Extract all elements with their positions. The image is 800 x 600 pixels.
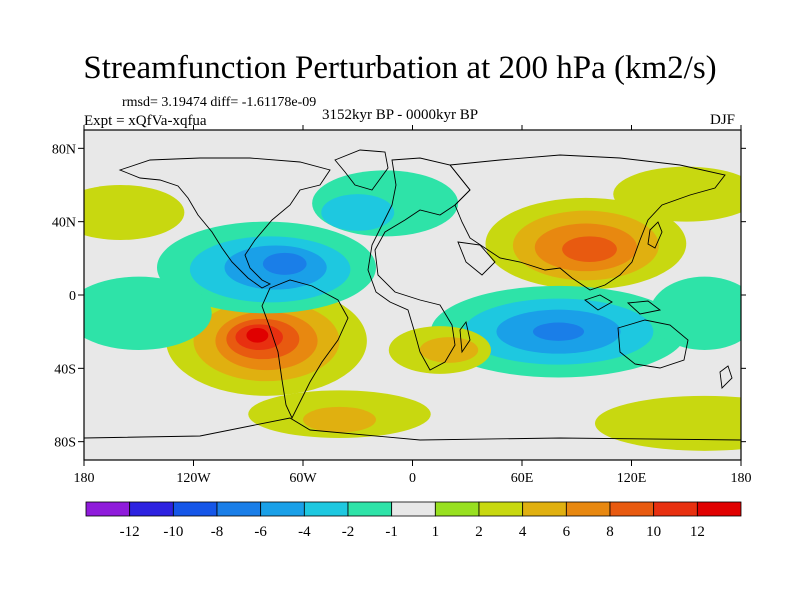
blob-io-neg bbox=[532, 322, 585, 341]
coastline-antarctica bbox=[84, 417, 741, 441]
chart-title: Streamfunction Perturbation at 200 hPa (… bbox=[83, 50, 717, 86]
colorbar-label: -8 bbox=[211, 524, 224, 540]
colorbar-label: -6 bbox=[254, 524, 267, 540]
coastline-japan bbox=[647, 221, 663, 249]
blob-npac-pos bbox=[613, 166, 741, 222]
colorbar-label: -12 bbox=[120, 524, 140, 540]
colorbar-label: -4 bbox=[298, 524, 311, 540]
coastline-greenland bbox=[334, 149, 389, 191]
blob-ca-neg bbox=[262, 252, 307, 275]
blob-wspac-neg bbox=[649, 276, 741, 350]
colorbar-label: 4 bbox=[519, 524, 527, 540]
y-tick-label: 40N bbox=[52, 216, 76, 231]
blob-natl-neg bbox=[321, 194, 395, 231]
colorbar-label: -2 bbox=[342, 524, 355, 540]
x-tick-label: 60E bbox=[511, 471, 534, 486]
coastline-indonesia bbox=[584, 294, 613, 311]
coastline-europe-africa bbox=[367, 157, 471, 371]
colorbar-box bbox=[653, 501, 698, 517]
x-tick-label: 60W bbox=[289, 471, 317, 486]
blob-spac-neg bbox=[84, 276, 212, 350]
y-tick-label: 40S bbox=[54, 362, 76, 377]
colorbar-label: -1 bbox=[385, 524, 398, 540]
y-tick-label: 0 bbox=[69, 289, 76, 304]
colorbar-label: 2 bbox=[475, 524, 483, 540]
colorbar-box bbox=[565, 501, 611, 517]
coastline-madagascar bbox=[459, 320, 471, 354]
colorbar-box bbox=[478, 501, 524, 517]
coastline-north-america bbox=[118, 157, 331, 289]
colorbar-box bbox=[391, 501, 436, 517]
blob-safr-pos bbox=[419, 337, 479, 363]
rmsd-diff-stats: rmsd= 3.19474 diff= -1.61178e-09 bbox=[122, 95, 317, 110]
colorbar-box bbox=[216, 501, 262, 517]
colorbar: -12 -10 -8 -6 -4 -2 -1 1 2 4 6 8 10 12 bbox=[85, 501, 742, 540]
x-tick-label: 120W bbox=[176, 471, 211, 486]
colorbar-box bbox=[260, 501, 305, 517]
coastlines bbox=[84, 149, 741, 441]
colorbar-label: 8 bbox=[606, 524, 614, 540]
contour-fills bbox=[84, 166, 741, 451]
coastline-australia bbox=[617, 319, 689, 369]
colorbar-box bbox=[129, 501, 174, 517]
y-tick-label: 80S bbox=[54, 436, 76, 451]
colorbar-label: -10 bbox=[163, 524, 183, 540]
blob-wpac-pos bbox=[84, 185, 185, 240]
experiment-label: Expt = xQfVa-xqfua bbox=[84, 113, 207, 129]
blob-so2-pos bbox=[595, 395, 741, 451]
axes: 180 120W 60W 0 60E 120E 180 80N 40N 0 40S 80S bbox=[52, 125, 752, 486]
colorbar-label: 10 bbox=[646, 524, 661, 540]
x-tick-label: 180 bbox=[731, 471, 752, 486]
coastline-new-guinea bbox=[626, 300, 662, 315]
colorbar-box bbox=[172, 501, 218, 517]
period-label: 3152kyr BP - 0000kyr BP bbox=[322, 107, 479, 123]
coastline-arabia bbox=[457, 241, 496, 276]
colorbar-box bbox=[347, 501, 393, 517]
season-label: DJF bbox=[710, 112, 736, 128]
blob-sa-pos bbox=[246, 328, 269, 343]
colorbar-label: 1 bbox=[432, 524, 440, 540]
colorbar-label: 6 bbox=[563, 524, 571, 540]
coastline-asia bbox=[449, 154, 726, 291]
y-tick-label: 80N bbox=[52, 142, 76, 157]
blob-asia-pos bbox=[562, 236, 617, 262]
map-area bbox=[84, 130, 741, 460]
x-tick-label: 0 bbox=[409, 471, 416, 486]
colorbar-box bbox=[85, 501, 131, 517]
colorbar-box bbox=[434, 501, 480, 517]
colorbar-box bbox=[303, 501, 349, 517]
colorbar-box bbox=[522, 501, 567, 517]
colorbar-label: 12 bbox=[690, 524, 705, 540]
x-tick-label: 120E bbox=[617, 471, 647, 486]
colorbar-box bbox=[609, 501, 655, 517]
colorbar-box bbox=[696, 501, 742, 517]
coastline-south-america bbox=[261, 279, 349, 420]
x-tick-label: 180 bbox=[74, 471, 95, 486]
blob-so-pos bbox=[303, 406, 376, 433]
coastline-new-zealand bbox=[719, 365, 733, 389]
